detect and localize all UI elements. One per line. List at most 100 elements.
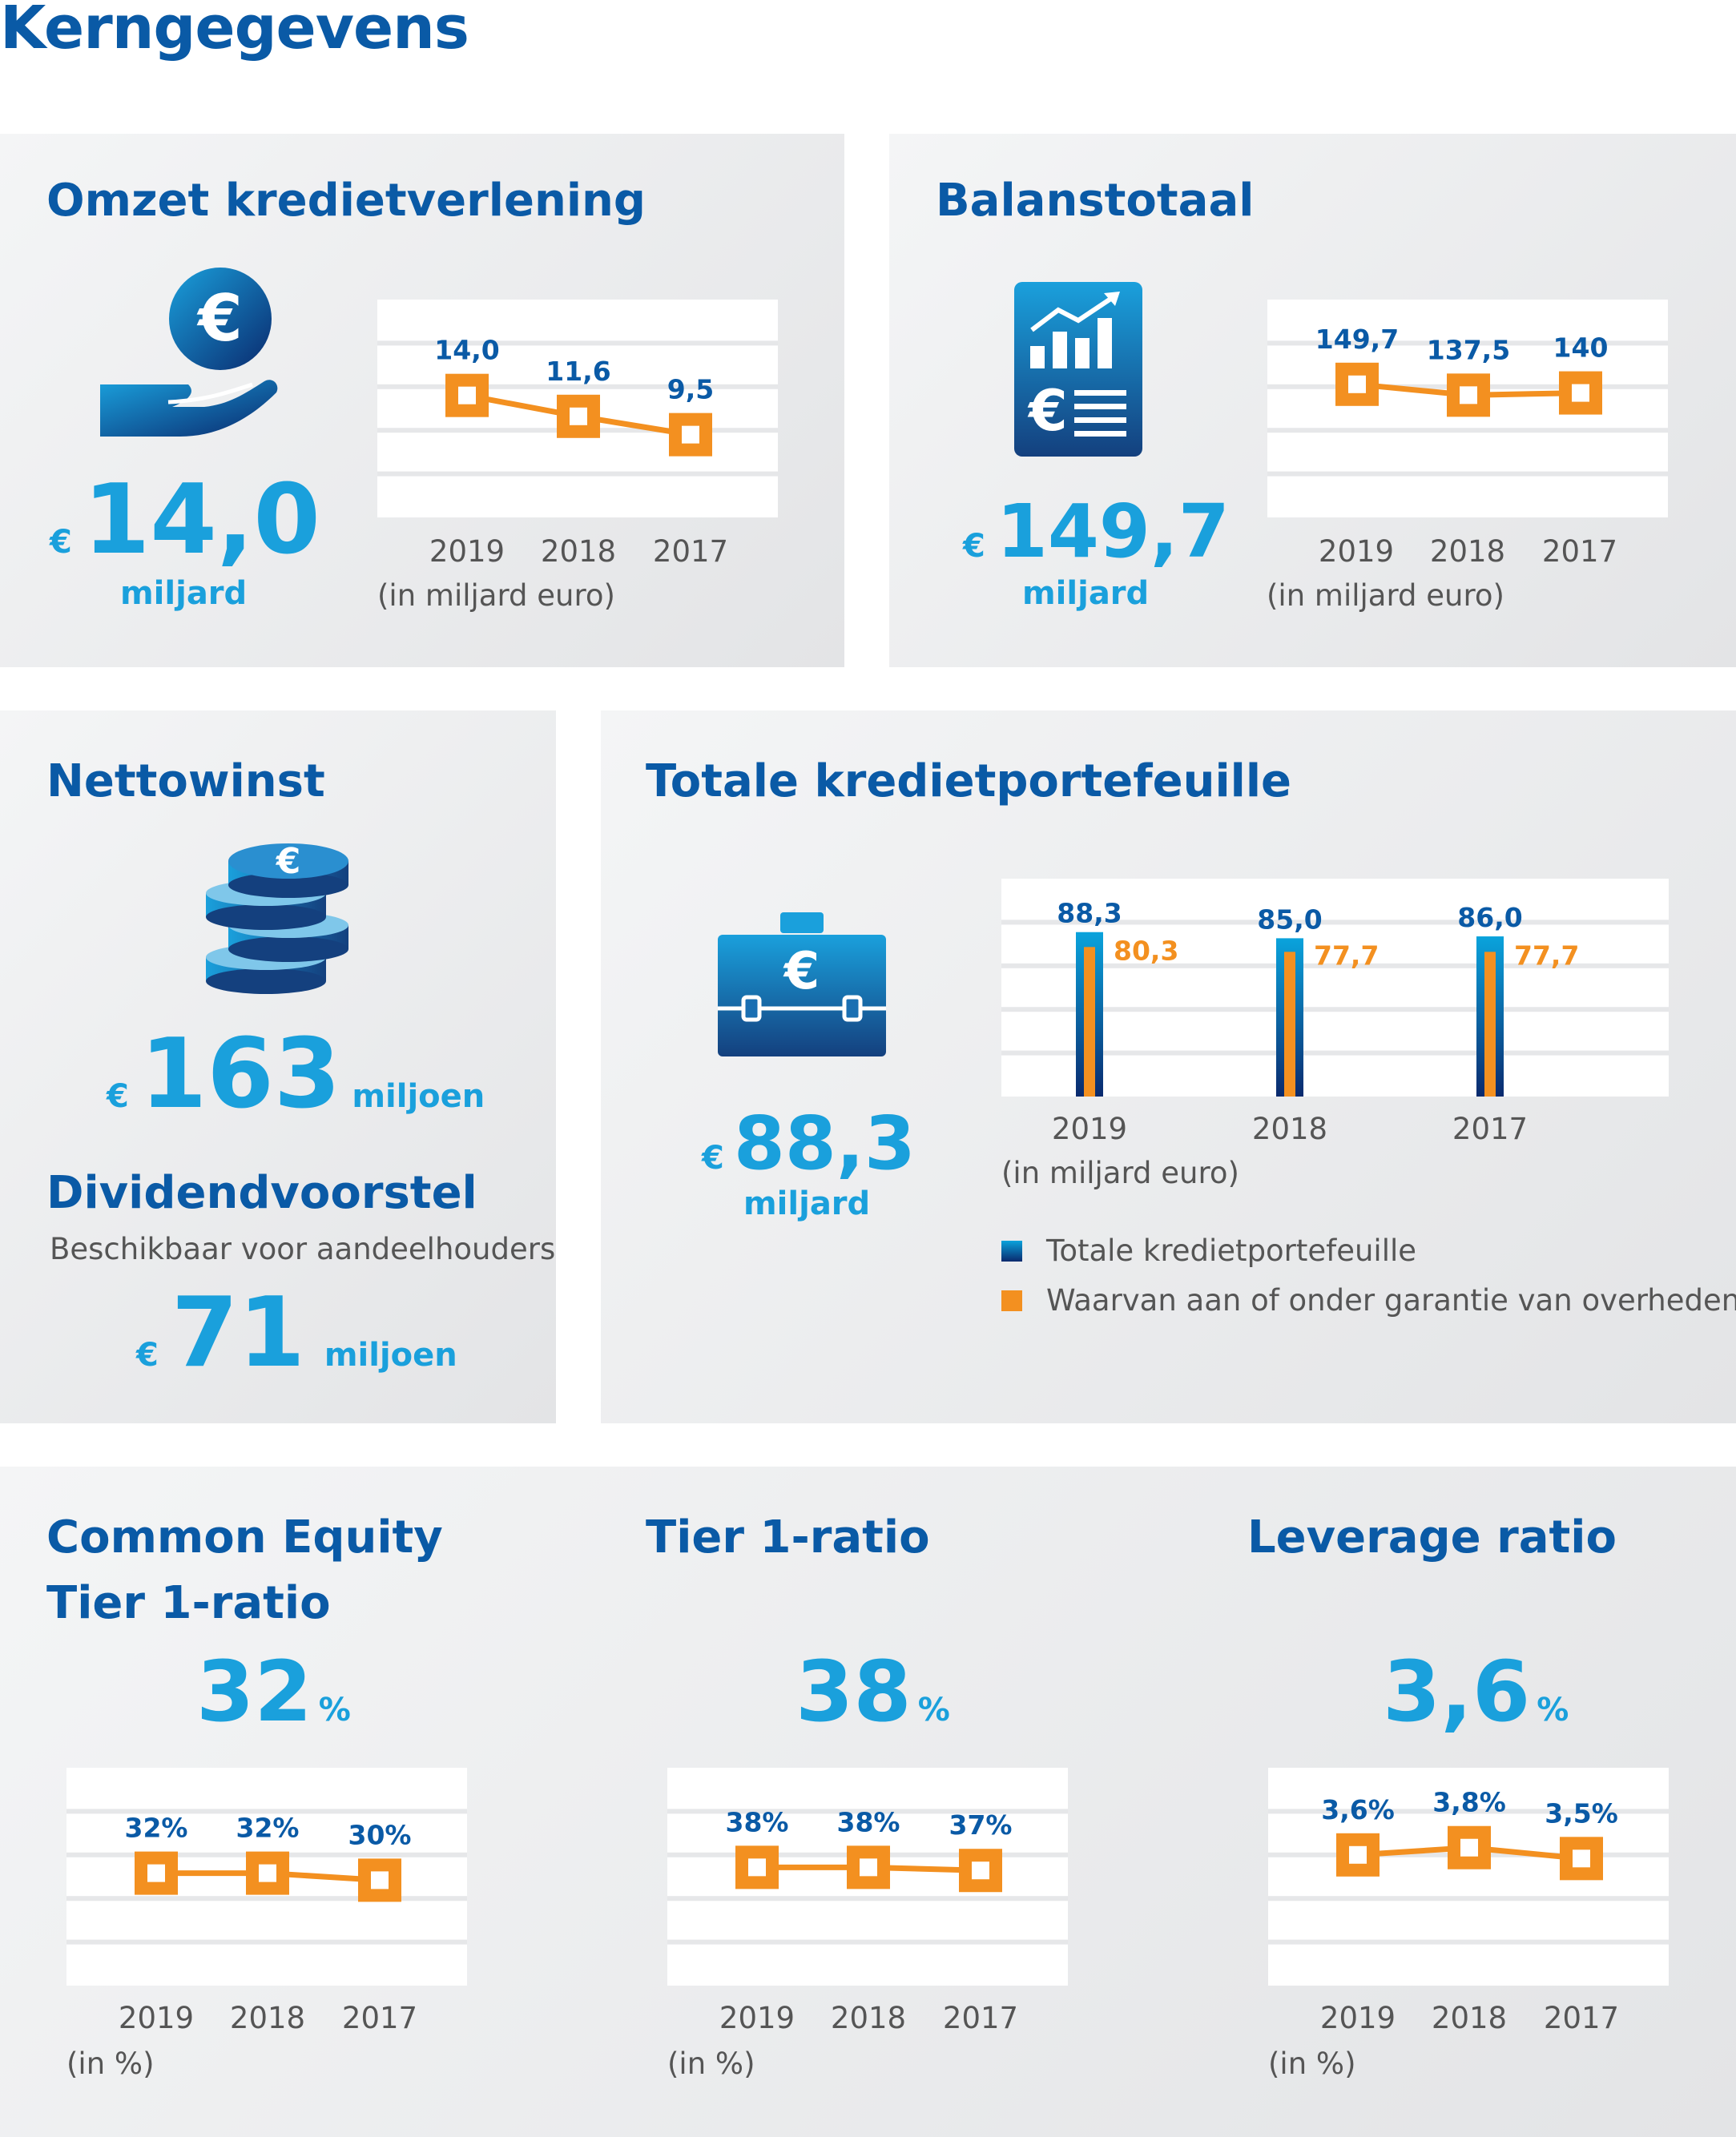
gridline bbox=[1268, 1939, 1669, 1945]
x-tick-label-2019: 2019 bbox=[1051, 1112, 1128, 1146]
x-tick-label-2018: 2018 bbox=[1429, 534, 1506, 569]
data-label: 32% bbox=[125, 1813, 188, 1844]
gridline bbox=[1267, 340, 1668, 346]
gridline bbox=[66, 1896, 467, 1902]
dividend-title: Dividendvoorstel bbox=[46, 1167, 477, 1219]
cet1-value: 32 bbox=[196, 1643, 312, 1741]
data-point-marker-inner bbox=[1460, 386, 1477, 404]
leverage-line-chart: 3,6% 3,8% 3,5% bbox=[1268, 1768, 1669, 1986]
gridline bbox=[1001, 963, 1669, 968]
data-label: 137,5 bbox=[1427, 334, 1510, 365]
tier1-kpi: 38 % bbox=[795, 1650, 950, 1733]
cet1-line-chart: 32% 32% 30% bbox=[66, 1768, 467, 1986]
svg-text:€: € bbox=[276, 841, 301, 882]
x-tick-label-2018: 2018 bbox=[1431, 2001, 1508, 2035]
portefeuille-title: Totale kredietportefeuille bbox=[646, 755, 1292, 807]
nettowinst-value: 163 bbox=[139, 1019, 341, 1130]
data-label: 149,7 bbox=[1315, 324, 1399, 355]
data-label: 30% bbox=[348, 1819, 412, 1850]
balans-value: 149,7 bbox=[996, 489, 1230, 574]
data-label: 37% bbox=[949, 1809, 1013, 1841]
x-tick-label-2017: 2017 bbox=[1543, 2001, 1620, 2035]
legend-swatch bbox=[1001, 1290, 1022, 1311]
data-point-marker-inner bbox=[1573, 1849, 1590, 1868]
balans-kpi: € 149,7 bbox=[963, 495, 1230, 569]
gridline bbox=[1001, 1050, 1669, 1056]
cet1-title-line2: Tier 1-ratio bbox=[46, 1577, 331, 1629]
balans-line-chart: 149,7 137,5 140 bbox=[1267, 300, 1668, 517]
data-label: 9,5 bbox=[667, 374, 714, 405]
portefeuille-note: (in miljard euro) bbox=[1001, 1156, 1239, 1190]
bar-overheden-2018 bbox=[1284, 952, 1295, 1097]
bar-overheden-2017 bbox=[1484, 952, 1496, 1097]
tier1-line-chart: 38% 38% 37% bbox=[667, 1768, 1068, 1986]
portefeuille-value: 88,3 bbox=[733, 1101, 916, 1186]
tier1-value: 38 bbox=[795, 1643, 912, 1741]
leverage-kpi: 3,6 % bbox=[1383, 1650, 1569, 1733]
leverage-title: Leverage ratio bbox=[1247, 1511, 1617, 1564]
data-label: 140 bbox=[1553, 332, 1609, 364]
x-tick-label-2019: 2019 bbox=[118, 2001, 195, 2035]
legend-item-totaal: Totale kredietportefeuille bbox=[1001, 1234, 1416, 1268]
x-tick-label-2018: 2018 bbox=[830, 2001, 907, 2035]
svg-text:€: € bbox=[1027, 378, 1068, 444]
cet1-title-line1: Common Equity bbox=[46, 1511, 443, 1564]
data-label: 32% bbox=[236, 1813, 300, 1844]
data-label-overheden: 77,7 bbox=[1314, 940, 1379, 971]
page-title: Kerngegevens bbox=[0, 0, 469, 62]
currency-symbol: € bbox=[50, 524, 72, 561]
percent-sign: % bbox=[318, 1692, 351, 1729]
data-point-marker-inner bbox=[259, 1864, 276, 1882]
data-label: 3,5% bbox=[1545, 1797, 1618, 1829]
currency-symbol: € bbox=[136, 1337, 159, 1374]
x-tick-label-2017: 2017 bbox=[341, 2001, 418, 2035]
hand-euro-coin-icon: € bbox=[100, 268, 278, 437]
nettowinst-title: Nettowinst bbox=[46, 755, 325, 807]
briefcase-euro-icon: € bbox=[718, 912, 886, 1056]
data-point-marker-inner bbox=[1349, 1845, 1367, 1864]
leverage-value: 3,6 bbox=[1383, 1643, 1531, 1741]
data-point-marker-inner bbox=[682, 425, 699, 444]
data-point-marker-inner bbox=[1348, 375, 1366, 393]
data-label: 3,6% bbox=[1321, 1794, 1395, 1825]
gridline bbox=[66, 1809, 467, 1814]
leverage-note: (in %) bbox=[1268, 2046, 1356, 2081]
data-label-totaal: 86,0 bbox=[1457, 902, 1522, 933]
omzet-title: Omzet kredietverlening bbox=[46, 175, 646, 227]
data-label-totaal: 88,3 bbox=[1057, 898, 1122, 929]
data-point-marker-inner bbox=[570, 407, 587, 425]
omzet-value: 14,0 bbox=[83, 465, 320, 576]
data-point-marker-inner bbox=[1572, 384, 1589, 402]
data-label-overheden: 77,7 bbox=[1514, 940, 1579, 971]
data-point-marker-inner bbox=[147, 1864, 165, 1882]
currency-symbol: € bbox=[963, 528, 985, 565]
x-tick-label-2017: 2017 bbox=[942, 2001, 1019, 2035]
currency-symbol: € bbox=[107, 1078, 129, 1115]
gridline bbox=[1267, 471, 1668, 477]
data-label-totaal: 85,0 bbox=[1257, 903, 1322, 935]
tier1-title: Tier 1-ratio bbox=[646, 1511, 930, 1564]
gridline bbox=[377, 471, 778, 477]
x-tick-label-2019: 2019 bbox=[1319, 2001, 1396, 2035]
omzet-note: (in miljard euro) bbox=[377, 578, 615, 613]
percent-sign: % bbox=[917, 1692, 950, 1729]
data-point-marker-inner bbox=[748, 1858, 766, 1877]
dividend-unit: miljoen bbox=[324, 1337, 457, 1374]
balans-unit: miljard bbox=[1022, 575, 1150, 612]
x-tick-label-2019: 2019 bbox=[1318, 534, 1395, 569]
legend-label: Waarvan aan of onder garantie van overhe… bbox=[1046, 1283, 1736, 1318]
nettowinst-panel bbox=[0, 710, 556, 1423]
gridline bbox=[667, 1896, 1068, 1902]
cet1-note: (in %) bbox=[66, 2046, 155, 2081]
balans-title: Balanstotaal bbox=[936, 175, 1255, 227]
gridline bbox=[1001, 920, 1669, 925]
x-tick-label-2018: 2018 bbox=[540, 534, 617, 569]
plot-area bbox=[1001, 879, 1669, 1097]
data-label: 3,8% bbox=[1432, 1787, 1506, 1818]
gridline bbox=[1268, 1896, 1669, 1902]
svg-text:€: € bbox=[783, 942, 820, 1001]
percent-sign: % bbox=[1537, 1692, 1569, 1729]
gridline bbox=[377, 384, 778, 389]
x-tick-label-2017: 2017 bbox=[652, 534, 729, 569]
tier1-note: (in %) bbox=[667, 2046, 755, 2081]
